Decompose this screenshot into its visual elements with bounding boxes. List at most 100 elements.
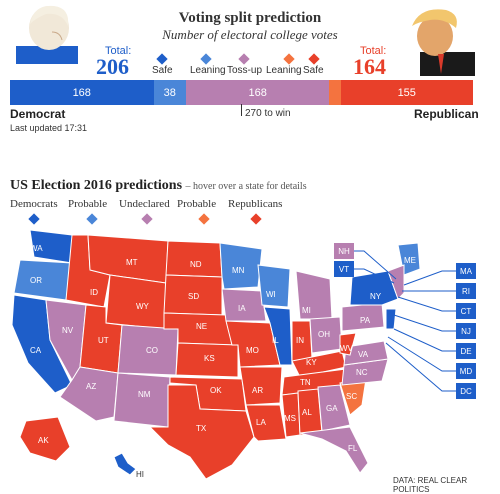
svg-text:MO: MO [246,346,259,355]
legend-leaning-dem: Leaning [190,65,226,76]
state-fl[interactable] [299,426,369,474]
bar-segment [329,80,341,105]
svg-text:SC: SC [346,392,357,401]
state-or[interactable] [13,259,73,301]
state-box-md[interactable] [456,363,476,379]
svg-text:UT: UT [98,336,109,345]
svg-text:WI: WI [266,290,276,299]
dem-total-label: Total: [105,45,132,57]
state-box-dc[interactable] [456,383,476,399]
trump-portrait [400,2,475,76]
svg-text:WV: WV [340,344,354,353]
state-ks[interactable] [175,342,239,378]
state-box-ri[interactable] [456,283,476,299]
svg-text:OK: OK [210,386,222,395]
page-subtitle: Number of electoral college votes [162,27,338,42]
state-hi[interactable] [113,452,137,476]
state-wi[interactable] [257,264,291,308]
state-il[interactable] [263,306,293,366]
bar-segment: 168 [10,80,154,105]
callout-line [385,342,456,392]
state-ia[interactable] [221,288,267,322]
svg-text:NM: NM [138,390,151,399]
state-ak[interactable] [19,416,71,462]
map-heading: US Election 2016 predictions – hover ove… [10,178,307,194]
svg-text:LA: LA [256,418,266,427]
state-la[interactable] [245,404,287,442]
bar-segment: 155 [340,80,473,105]
legend-probable-dem: Probable [68,198,108,210]
svg-text:AK: AK [38,436,49,445]
state-box-nh[interactable] [334,243,354,259]
state-box-label: CT [461,307,472,316]
svg-text:OH: OH [318,330,330,339]
electoral-split-bar: 168 38 168 155 [10,80,473,105]
east-coast-boxes: NH VT MA RI CT NJ DE MD DC [334,243,476,399]
legend-safe-dem: Safe [152,65,173,76]
state-box-de[interactable] [456,343,476,359]
svg-text:MT: MT [126,258,138,267]
state-box-nj[interactable] [456,323,476,339]
svg-text:HI: HI [136,470,144,479]
legend-republicans-swatch [250,213,262,225]
legend-probable-rep: Probable [177,198,217,210]
state-wv[interactable] [339,332,357,356]
legend-probable-dem-swatch [86,213,98,225]
callout-line [393,314,456,332]
svg-text:IN: IN [296,336,304,345]
svg-text:PA: PA [360,316,371,325]
state-box-ct[interactable] [456,303,476,319]
state-box-label: DC [460,387,472,396]
data-source: DATA: REAL CLEAR POLITICS [393,476,468,494]
svg-text:VA: VA [358,350,369,359]
us-election-map[interactable]: WA OR CA NV ID MT WY UT AZ CO NM ND SD N… [0,225,500,494]
legend-probable-rep-swatch [198,213,210,225]
state-mn[interactable] [219,242,263,290]
svg-text:WA: WA [30,244,43,253]
callout-line [403,270,456,286]
callout-line [393,328,456,352]
republican-label: Republican [414,107,479,121]
legend-democrats-swatch [28,213,40,225]
svg-text:MI: MI [302,306,311,315]
to-win-label: 270 to win [245,108,291,119]
bar-segment: 168 [185,80,330,105]
leaning-dem-swatch [200,53,212,65]
callout-line [354,250,397,280]
state-box-vt[interactable] [334,261,354,277]
svg-text:CO: CO [146,346,158,355]
state-box-label: NH [338,247,350,256]
legend-leaning-rep: Leaning [266,65,302,76]
last-updated: Last updated 17:31 [10,123,88,133]
svg-text:FL: FL [348,444,358,453]
state-new-england[interactable] [387,264,405,300]
clinton-portrait [16,2,78,64]
state-box-ma[interactable] [456,263,476,279]
map-hint: – hover over a state for details [185,181,307,192]
state-nj[interactable] [385,308,397,330]
svg-text:KY: KY [306,358,317,367]
svg-text:AZ: AZ [86,382,96,391]
state-nm[interactable] [113,372,171,428]
svg-text:NC: NC [356,368,368,377]
page-title: Voting split prediction [178,10,322,26]
state-tx[interactable] [148,384,255,480]
split-legend: Safe Leaning Toss-up Leaning Safe [152,53,332,78]
democrat-label: Democrat [10,107,66,121]
rep-total-value: 164 [353,54,386,79]
state-va[interactable] [343,340,389,366]
svg-text:WY: WY [136,302,150,311]
svg-text:NY: NY [370,292,382,301]
state-box-label: MD [460,367,473,376]
state-ar[interactable] [239,366,283,406]
callout-line [387,336,456,372]
svg-text:AR: AR [252,386,263,395]
state-nd[interactable] [165,240,223,278]
dem-total-value: 206 [96,54,129,79]
state-ga[interactable] [317,384,351,432]
svg-text:ME: ME [404,256,416,265]
svg-text:AL: AL [302,408,312,417]
svg-text:IA: IA [238,304,246,313]
state-az[interactable] [59,366,119,422]
state-box-label: VT [339,265,349,274]
